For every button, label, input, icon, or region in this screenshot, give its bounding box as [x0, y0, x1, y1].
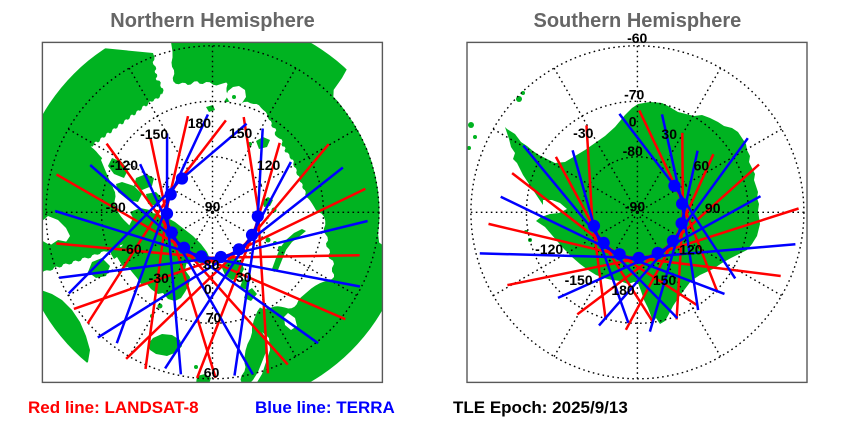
svg-text:-70: -70 [624, 87, 644, 103]
svg-text:150: 150 [229, 125, 253, 141]
svg-text:-30: -30 [149, 270, 169, 286]
svg-text:Red line: LANDSAT-8: Red line: LANDSAT-8 [28, 398, 199, 417]
svg-text:-150: -150 [565, 272, 593, 288]
svg-text:Southern Hemisphere: Southern Hemisphere [533, 10, 741, 32]
svg-text:-120: -120 [535, 241, 563, 257]
svg-text:60: 60 [694, 157, 710, 173]
svg-text:-80: -80 [623, 143, 643, 159]
svg-text:-60: -60 [627, 30, 647, 46]
svg-text:Blue line: TERRA: Blue line: TERRA [255, 398, 395, 417]
svg-text:120: 120 [257, 157, 281, 173]
svg-text:90: 90 [705, 200, 721, 216]
svg-text:-90: -90 [625, 199, 645, 215]
svg-text:-120: -120 [110, 157, 138, 173]
svg-text:90: 90 [205, 198, 221, 214]
svg-text:150: 150 [653, 272, 677, 288]
svg-text:30: 30 [661, 126, 677, 142]
svg-text:120: 120 [679, 241, 703, 257]
svg-text:-30: -30 [573, 125, 593, 141]
svg-text:Northern Hemisphere: Northern Hemisphere [110, 10, 315, 32]
svg-text:80: 80 [204, 257, 220, 273]
svg-text:60: 60 [204, 365, 220, 381]
svg-text:0: 0 [629, 113, 637, 129]
svg-text:180: 180 [611, 282, 635, 298]
svg-text:-90: -90 [106, 199, 126, 215]
svg-text:30: 30 [236, 269, 252, 285]
svg-text:180: 180 [188, 115, 212, 131]
svg-text:-150: -150 [140, 126, 168, 142]
svg-text:0: 0 [204, 281, 212, 297]
svg-text:TLE Epoch: 2025/9/13: TLE Epoch: 2025/9/13 [453, 398, 628, 417]
svg-text:-60: -60 [121, 241, 141, 257]
svg-text:70: 70 [206, 309, 222, 325]
